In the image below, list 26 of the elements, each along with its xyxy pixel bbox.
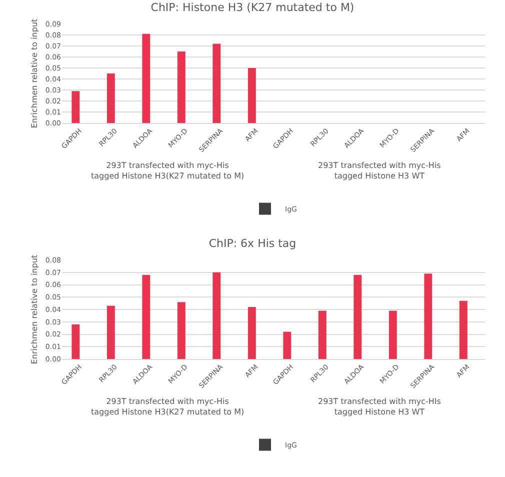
bar: [388, 310, 397, 359]
bar: [459, 300, 468, 359]
bar: [318, 310, 326, 359]
text: 293T transfected with myc-His tagged Histone H3 WT: [318, 161, 441, 180]
bar: [72, 324, 80, 359]
bar: [248, 68, 256, 123]
bar: [354, 274, 362, 359]
bar: [142, 34, 150, 123]
bar: [212, 44, 221, 123]
bar: [106, 74, 115, 123]
bar: [72, 91, 80, 123]
bar: [142, 274, 150, 359]
y-axis-title: Enrichmen relative to input: [30, 254, 40, 364]
text: 293T transfected with myc-His tagged Histone H3(K27 mutated to M): [91, 161, 244, 180]
bar: [177, 302, 186, 359]
text: 293T transfected with myc-His tagged Histone H3(K27 mutated to M): [91, 397, 244, 416]
bar: [177, 52, 186, 123]
bar: [106, 306, 115, 359]
chart-title: ChIP: Histone H3 (K27 mutated to M): [150, 1, 354, 14]
bar: [212, 272, 221, 359]
bar: [424, 274, 432, 359]
chart-title: ChIP: 6x His tag: [208, 237, 296, 250]
bar: [248, 307, 256, 359]
text: 293T transfected with myc-HIs tagged Histone H3 WT: [318, 397, 441, 416]
bar: [283, 332, 292, 359]
y-axis-title: Enrichmen relative to input: [30, 18, 40, 128]
